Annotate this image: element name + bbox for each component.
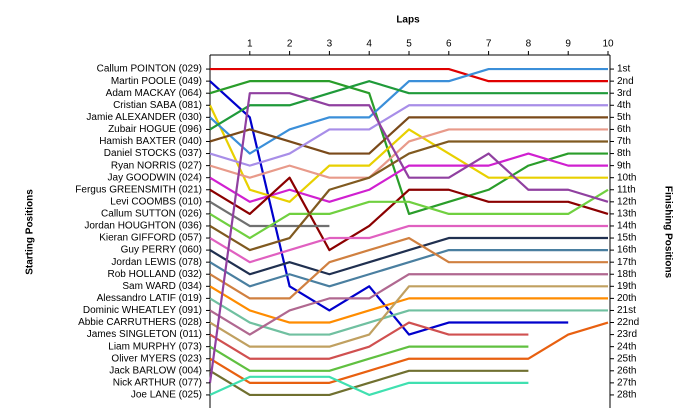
y2-tick-label: 2nd xyxy=(617,76,634,87)
y2-tick-label: 13th xyxy=(617,209,636,220)
x-tick-label: 8 xyxy=(526,39,532,50)
driver-line xyxy=(208,92,609,384)
driver-line xyxy=(209,369,529,397)
y-tick-label: Daniel STOCKS (037) xyxy=(104,148,202,159)
x-axis-label: Laps xyxy=(396,15,420,26)
y-tick-label: Oliver MYERS (023) xyxy=(111,353,202,364)
y-tick-label: James SINGLETON (011) xyxy=(87,329,202,340)
x-tick-label: 3 xyxy=(327,39,333,50)
driver-line xyxy=(209,176,609,252)
y-tick-label: Adam MACKAY (064) xyxy=(106,88,202,99)
driver-line xyxy=(209,152,608,203)
y-tick-label: Abbie CARRUTHERS (028) xyxy=(78,317,202,328)
y-tick-label: Jordan HOUGHTON (036) xyxy=(84,221,202,232)
y2-tick-label: 16th xyxy=(617,245,636,256)
driver-line xyxy=(209,249,608,288)
driver-line xyxy=(209,321,609,384)
x-tick-label: 10 xyxy=(602,39,614,50)
y2-tick-label: 10th xyxy=(617,172,636,183)
x-tick-label: 5 xyxy=(406,39,412,50)
y2-axis-label: Finishing Positions xyxy=(662,186,673,279)
driver-line xyxy=(209,188,609,240)
driver-line xyxy=(209,80,608,215)
y-axis-label: Starting Positions xyxy=(25,189,36,275)
y2-tick-label: 1st xyxy=(617,64,631,75)
driver-line xyxy=(209,375,529,397)
y2-tick-label: 18th xyxy=(617,269,636,280)
y-tick-label: Sam WARD (034) xyxy=(122,281,202,292)
y2-tick-label: 28th xyxy=(617,390,636,401)
y2-tick-label: 25th xyxy=(617,353,636,364)
driver-line xyxy=(209,273,608,336)
y2-tick-label: 21st xyxy=(617,305,636,316)
y-tick-label: Jack BARLOW (004) xyxy=(109,365,202,376)
y2-tick-label: 23rd xyxy=(617,329,637,340)
y2-tick-label: 17th xyxy=(617,257,636,268)
y2-tick-label: 9th xyxy=(617,160,631,171)
y-tick-label: Zubair HOGUE (096) xyxy=(108,124,202,135)
y2-tick-label: 20th xyxy=(617,293,636,304)
x-tick-label: 9 xyxy=(565,39,571,50)
driver-line xyxy=(209,116,608,155)
x-tick-label: 4 xyxy=(366,39,372,50)
y-tick-label: Alessandro LATIF (019) xyxy=(97,293,202,304)
y-tick-label: Ryan NORRIS (027) xyxy=(111,160,202,171)
y2-tick-label: 6th xyxy=(617,124,631,135)
y-tick-label: Liam MURPHY (073) xyxy=(108,341,202,352)
y2-tick-label: 8th xyxy=(617,148,631,159)
x-tick-label: 1 xyxy=(247,39,253,50)
x-tick-label: 6 xyxy=(446,39,452,50)
y-tick-label: Fergus GREENSMITH (021) xyxy=(75,184,202,195)
y-tick-label: Callum SUTTON (026) xyxy=(101,209,202,220)
y2-tick-label: 26th xyxy=(617,365,636,376)
y2-tick-label: 3rd xyxy=(617,88,631,99)
y2-tick-label: 15th xyxy=(617,233,636,244)
y-tick-label: Jordan LEWIS (078) xyxy=(111,257,202,268)
driver-line xyxy=(209,285,608,324)
y2-tick-label: 19th xyxy=(617,281,636,292)
driver-line xyxy=(209,104,608,167)
y2-tick-label: 27th xyxy=(617,378,636,389)
driver-line xyxy=(209,345,529,372)
y-tick-label: Jay GOODWIN (024) xyxy=(108,172,202,183)
y2-tick-label: 11th xyxy=(617,184,636,195)
x-tick-label: 7 xyxy=(486,39,492,50)
y-tick-label: Guy PERRY (060) xyxy=(121,245,202,256)
y2-tick-label: 22nd xyxy=(617,317,639,328)
driver-line xyxy=(210,67,608,83)
y-tick-label: Joe LANE (025) xyxy=(131,390,202,401)
y2-tick-label: 14th xyxy=(617,221,636,232)
y2-tick-label: 7th xyxy=(617,136,631,147)
driver-line xyxy=(209,140,608,252)
x-tick-label: 2 xyxy=(287,39,293,50)
y-tick-label: Callum POINTON (029) xyxy=(97,64,202,75)
y-tick-label: Rob HOLLAND (032) xyxy=(108,269,202,280)
y2-tick-label: 24th xyxy=(617,341,636,352)
driver-line xyxy=(209,104,608,203)
y-tick-label: Nick ARTHUR (077) xyxy=(113,378,202,389)
y2-tick-label: 4th xyxy=(617,100,631,111)
driver-line xyxy=(209,80,608,131)
driver-line xyxy=(209,236,608,300)
y-tick-label: Cristian SABA (081) xyxy=(113,100,202,111)
y-tick-label: Jamie ALEXANDER (030) xyxy=(86,112,202,123)
y-tick-label: Dominic WHEATLEY (091) xyxy=(83,305,202,316)
driver-line xyxy=(209,321,529,360)
y2-tick-label: 5th xyxy=(617,112,631,123)
y-tick-label: Hamish BAXTER (040) xyxy=(99,136,202,147)
driver-line xyxy=(209,285,608,348)
y2-tick-label: 12th xyxy=(617,196,636,207)
driver-line xyxy=(209,224,608,264)
y-tick-label: Kieran GIFFORD (057) xyxy=(99,233,202,244)
driver-line xyxy=(209,297,608,336)
y-tick-label: Levi COOMBS (010) xyxy=(110,196,202,207)
driver-line xyxy=(209,128,608,179)
y-tick-label: Martin POOLE (049) xyxy=(111,76,202,87)
driver-line xyxy=(209,236,608,276)
